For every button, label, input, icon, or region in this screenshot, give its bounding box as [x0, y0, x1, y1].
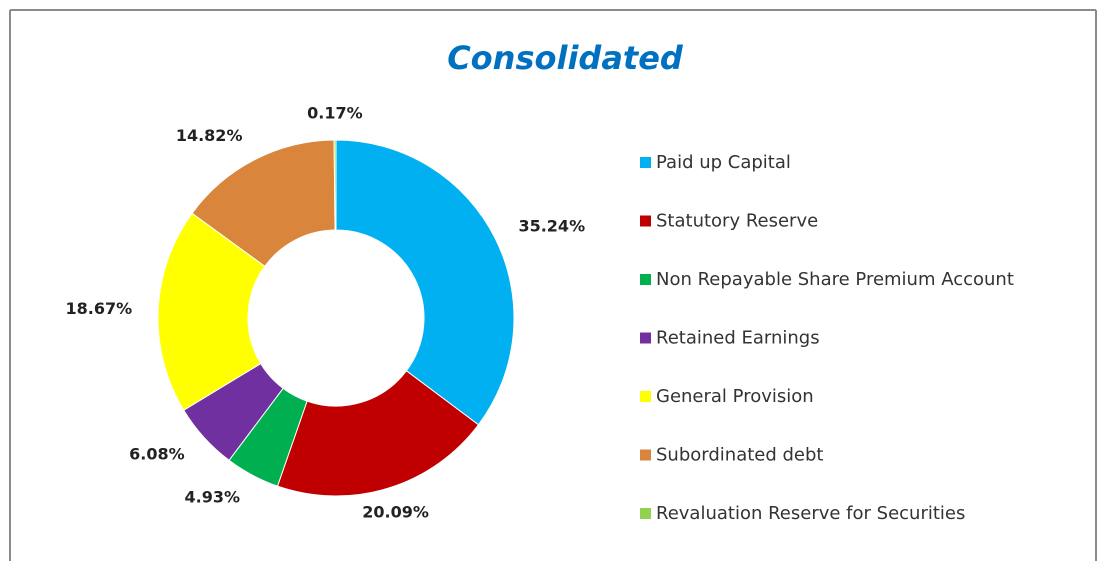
slice [276, 370, 480, 497]
legend-swatch [640, 508, 651, 519]
legend-label: Retained Earnings [656, 328, 820, 349]
value-label: 6.08% [129, 444, 185, 463]
legend-label: Revaluation Reserve for Securities [656, 503, 965, 524]
slice [157, 212, 266, 411]
legend-label: Non Repayable Share Premium Account [656, 269, 1014, 290]
value-label: 35.24% [518, 216, 585, 235]
legend-label: General Provision [656, 386, 814, 407]
legend-swatch [640, 157, 651, 168]
value-label: 18.67% [66, 299, 133, 318]
slice [333, 139, 337, 231]
value-label: 4.93% [185, 488, 241, 507]
legend-swatch [640, 274, 651, 285]
value-label: 20.09% [362, 503, 429, 522]
legend-swatch [640, 332, 651, 344]
value-label: 0.17% [307, 104, 363, 123]
legend-swatch [640, 215, 651, 227]
chart-title: Consolidated [447, 39, 684, 77]
legend-label: Statutory Reserve [656, 211, 818, 232]
legend-label: Subordinated debt [656, 445, 823, 466]
legend-swatch [640, 391, 651, 402]
legend-label: Paid up Capital [656, 152, 791, 173]
slice [335, 139, 515, 426]
legend-swatch [640, 449, 651, 461]
value-label: 14.82% [176, 126, 243, 145]
